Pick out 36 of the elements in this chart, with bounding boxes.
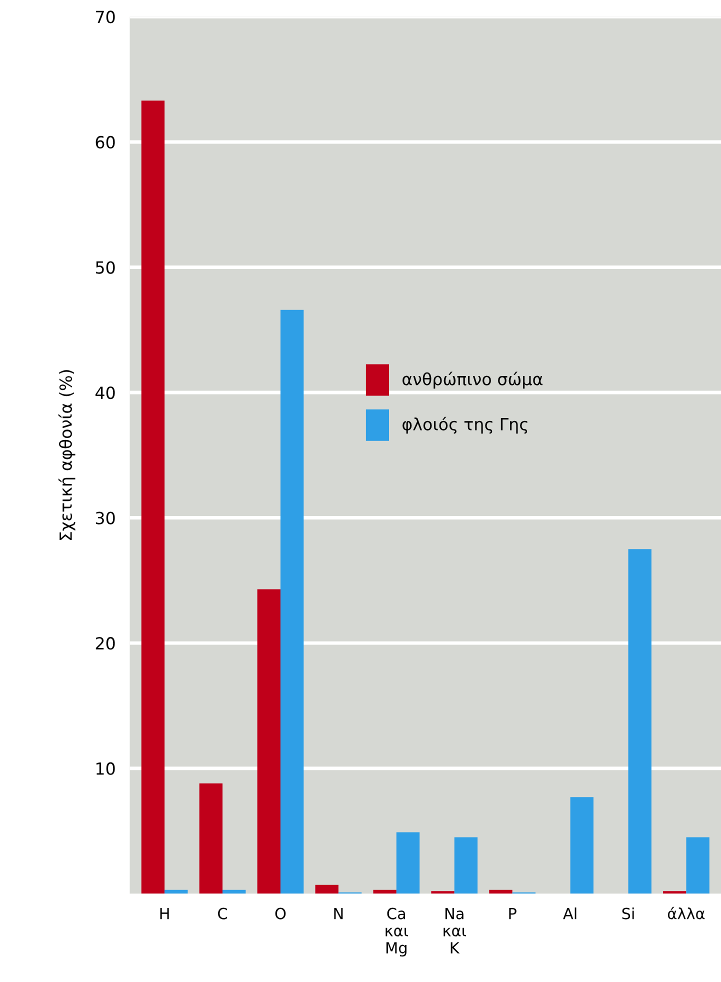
x-tick-label: Ca και Mg: [386, 908, 408, 957]
legend-label: ανθρώπινο σώμα: [402, 372, 542, 389]
bar: [489, 890, 512, 894]
bar: [570, 797, 594, 894]
y-tick-label: 40: [96, 386, 115, 400]
bar: [628, 549, 652, 894]
y-axis-title: Σχετική αφθονία (%): [58, 370, 76, 540]
bar: [222, 890, 246, 894]
y-tick-label: 30: [96, 512, 115, 524]
bar: [396, 832, 420, 894]
x-tick-label: C: [218, 908, 228, 920]
bar: [315, 884, 338, 894]
x-tick-label: P: [509, 908, 516, 920]
y-tick-label: 10: [96, 762, 115, 775]
bar: [663, 891, 686, 894]
x-tick-label: Si: [622, 908, 634, 920]
x-tick-label: H: [160, 908, 169, 920]
bar: [199, 783, 223, 894]
bar: [431, 891, 454, 894]
y-tick-label: 60: [96, 136, 115, 149]
y-tick-label: 70: [96, 10, 115, 24]
y-tick-label: 20: [96, 637, 115, 650]
bar: [454, 837, 478, 894]
x-tick-label: O: [275, 908, 286, 920]
bar: [141, 100, 165, 894]
x-tick-label: Al: [563, 908, 576, 920]
y-tick-label: 50: [96, 261, 115, 274]
bar: [257, 589, 280, 894]
bar: [373, 890, 396, 894]
bar: [686, 837, 710, 894]
legend-label: φλοιός της Γης: [402, 416, 528, 434]
x-tick-label: άλλα: [668, 906, 705, 920]
bar: [280, 310, 304, 894]
x-tick-label: Na και K: [444, 908, 466, 954]
bar: [164, 890, 188, 894]
x-tick-label: N: [334, 908, 343, 920]
